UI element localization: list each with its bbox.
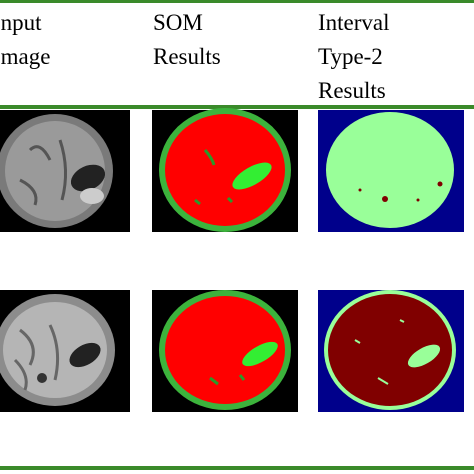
header-text: Results <box>153 44 221 69</box>
header-text: Input <box>0 10 42 35</box>
header-text: Image <box>0 44 50 69</box>
header-text: Interval <box>318 10 390 35</box>
header-text: Results <box>318 78 386 103</box>
top-rule <box>0 0 474 3</box>
bottom-rule <box>0 466 474 470</box>
input-image <box>0 110 130 232</box>
header-text: SOM <box>153 10 203 35</box>
som-image <box>152 290 298 412</box>
input-image <box>0 290 130 412</box>
som-image <box>152 108 298 232</box>
header-rule <box>0 105 474 109</box>
interval-image <box>318 110 464 232</box>
interval-image <box>318 290 464 412</box>
header-text: Type-2 <box>318 44 383 69</box>
